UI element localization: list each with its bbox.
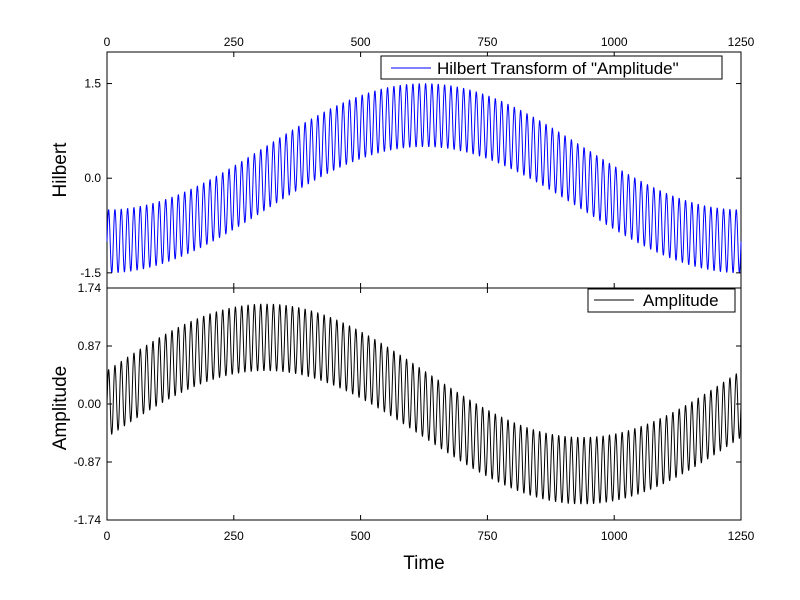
hilbert-axes: -1.5 0.0 1.5 0 250 500 750 1000 1250 <box>80 35 755 288</box>
amplitude-x-tick-label-bottom: 0 <box>104 529 111 543</box>
hilbert-plot-frame <box>106 51 742 289</box>
amplitude-axes: -1.74 -0.87 0.00 0.87 1.74 0 250 500 750 1000 1250 <box>74 281 755 543</box>
amplitude-y-tick-label: 0.00 <box>78 397 102 411</box>
hilbert-y-tick-label: 1.5 <box>84 77 101 91</box>
hilbert-x-tick-label-top: 0 <box>104 35 111 49</box>
amplitude-x-tick-label-bottom: 750 <box>477 529 497 543</box>
hilbert-x-tick-label-top: 1000 <box>601 35 628 49</box>
amplitude-legend-box <box>587 288 736 313</box>
amplitude-legend-label: Amplitude <box>643 291 719 310</box>
amplitude-y-tick-label: -1.74 <box>74 513 102 527</box>
hilbert-legend-box <box>380 55 723 80</box>
hilbert-x-tick-label-top: 500 <box>351 35 371 49</box>
hilbert-legend-label: Hilbert Transform of "Amplitude" <box>437 59 679 78</box>
amplitude-series-line <box>106 303 742 505</box>
amplitude-panel: -1.74 -0.87 0.00 0.87 1.74 0 250 500 750 1000 1250… <box>50 281 755 574</box>
hilbert-panel: -1.5 0.0 1.5 0 250 500 750 1000 1250 Hilbert Hil… <box>50 35 755 289</box>
hilbert-y-axis-title: Hilbert <box>50 142 71 198</box>
hilbert-legend: Hilbert Transform of "Amplitude" <box>380 55 723 80</box>
hilbert-series-line <box>106 83 742 274</box>
time-x-axis-title: Time <box>403 553 445 574</box>
amplitude-x-tick-label-bottom: 1000 <box>601 529 628 543</box>
hilbert-x-tick-label-top: 250 <box>224 35 244 49</box>
amplitude-x-tick-label-bottom: 250 <box>224 529 244 543</box>
amplitude-y-axis-title: Amplitude <box>50 366 71 451</box>
amplitude-x-tick-label-bottom: 500 <box>351 529 371 543</box>
hilbert-y-tick-label: -1.5 <box>80 266 101 280</box>
amplitude-legend: Amplitude <box>587 288 736 313</box>
hilbert-x-tick-label-top: 1250 <box>728 35 755 49</box>
amplitude-y-tick-label: -0.87 <box>74 455 102 469</box>
hilbert-x-tick-label-top: 750 <box>477 35 497 49</box>
amplitude-y-tick-label: 0.87 <box>78 339 102 353</box>
hilbert-y-tick-label: 0.0 <box>84 171 101 185</box>
amplitude-x-tick-label-bottom: 1250 <box>728 529 755 543</box>
amplitude-y-tick-label: 1.74 <box>78 281 102 295</box>
